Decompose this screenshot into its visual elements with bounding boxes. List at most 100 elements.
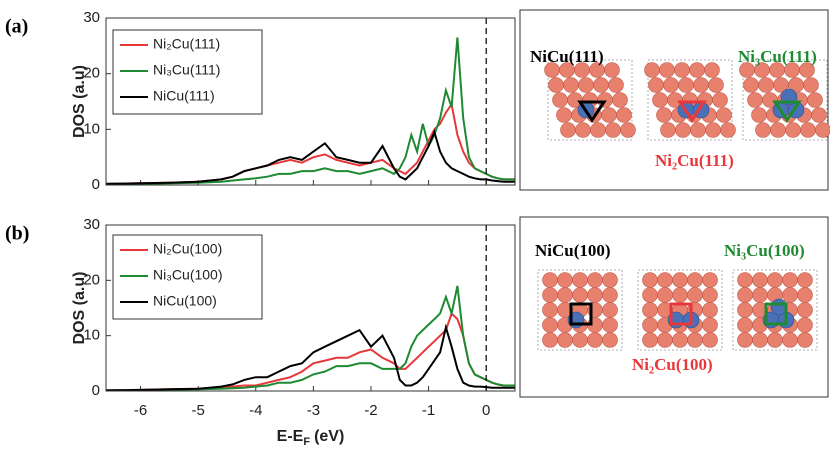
atom: [661, 123, 676, 138]
atom: [558, 273, 573, 288]
x-tick-label: -1: [422, 402, 435, 419]
atom: [576, 123, 591, 138]
structure-label: Ni₃Cu(111): [738, 47, 817, 66]
atom: [643, 288, 658, 303]
atom: [603, 333, 618, 348]
atom: [557, 108, 572, 123]
atom: [543, 288, 558, 303]
atom: [808, 93, 823, 108]
atom: [606, 123, 621, 138]
dos-line: [106, 327, 515, 390]
atom: [756, 123, 771, 138]
structure-label: Ni₂Cu(111): [655, 151, 734, 170]
atom: [812, 108, 827, 123]
atom: [605, 63, 620, 78]
atom: [673, 333, 688, 348]
atom: [643, 333, 658, 348]
atom: [543, 333, 558, 348]
atom: [673, 273, 688, 288]
atom: [798, 303, 813, 318]
y-tick-label: 10: [83, 327, 100, 344]
legend-label: Ni₂Cu(111): [153, 36, 220, 52]
atom: [643, 318, 658, 333]
atom: [617, 108, 632, 123]
y-tick-label: 0: [92, 382, 100, 399]
atom: [709, 78, 724, 93]
atom: [594, 78, 609, 93]
atom: [738, 303, 753, 318]
atom: [643, 303, 658, 318]
atom: [688, 333, 703, 348]
legend-label: Ni₃Cu(111): [153, 62, 220, 78]
atom: [649, 78, 664, 93]
atom: [804, 78, 819, 93]
atom: [676, 123, 691, 138]
atom: [738, 333, 753, 348]
atom: [603, 318, 618, 333]
atom: [703, 288, 718, 303]
atom: [653, 93, 668, 108]
atom: [753, 273, 768, 288]
structure-label: Ni₂Cu(100): [632, 355, 713, 374]
atom: [688, 288, 703, 303]
atom: [738, 273, 753, 288]
atom: [549, 78, 564, 93]
atom: [543, 273, 558, 288]
atom: [664, 78, 679, 93]
atom: [675, 63, 690, 78]
atom: [752, 108, 767, 123]
atom: [657, 108, 672, 123]
y-tick-label: 10: [83, 120, 100, 137]
atom: [783, 288, 798, 303]
atom: [694, 78, 709, 93]
atom: [573, 333, 588, 348]
y-tick-label: 30: [83, 216, 100, 233]
panel-label: (a): [5, 16, 28, 38]
atom: [588, 288, 603, 303]
atom: [564, 78, 579, 93]
atom: [798, 273, 813, 288]
atom: [543, 303, 558, 318]
atom: [783, 333, 798, 348]
atom: [706, 123, 721, 138]
x-axis-label-part: (eV): [314, 428, 344, 445]
atom: [691, 123, 706, 138]
atom: [621, 123, 636, 138]
atom: [602, 108, 617, 123]
atom: [573, 288, 588, 303]
atom: [713, 93, 728, 108]
atom: [721, 123, 736, 138]
atom: [738, 318, 753, 333]
atom: [768, 333, 783, 348]
atom: [561, 123, 576, 138]
atom: [658, 333, 673, 348]
atom: [768, 273, 783, 288]
legend-label: NiCu(100): [153, 293, 217, 309]
atom: [679, 78, 694, 93]
atom: [645, 63, 660, 78]
atom: [588, 273, 603, 288]
panel-label: (b): [5, 223, 29, 245]
x-tick-label: 0: [482, 402, 490, 419]
atom: [598, 93, 613, 108]
atom: [573, 273, 588, 288]
atom: [816, 123, 830, 138]
legend-label: Ni₃Cu(100): [153, 267, 223, 283]
x-tick-label: -6: [134, 402, 147, 419]
atom: [748, 93, 763, 108]
atom: [579, 78, 594, 93]
structure-label: NiCu(111): [530, 47, 604, 66]
atom: [673, 288, 688, 303]
atom: [588, 333, 603, 348]
atom: [759, 78, 774, 93]
y-tick-label: 20: [83, 65, 100, 82]
atom: [798, 288, 813, 303]
structure-label: Ni₃Cu(100): [724, 241, 805, 260]
atom: [738, 288, 753, 303]
atom: [603, 303, 618, 318]
atom: [658, 273, 673, 288]
x-tick-label: -4: [249, 402, 262, 419]
atom: [801, 123, 816, 138]
atom: [744, 78, 759, 93]
atom: [609, 78, 624, 93]
